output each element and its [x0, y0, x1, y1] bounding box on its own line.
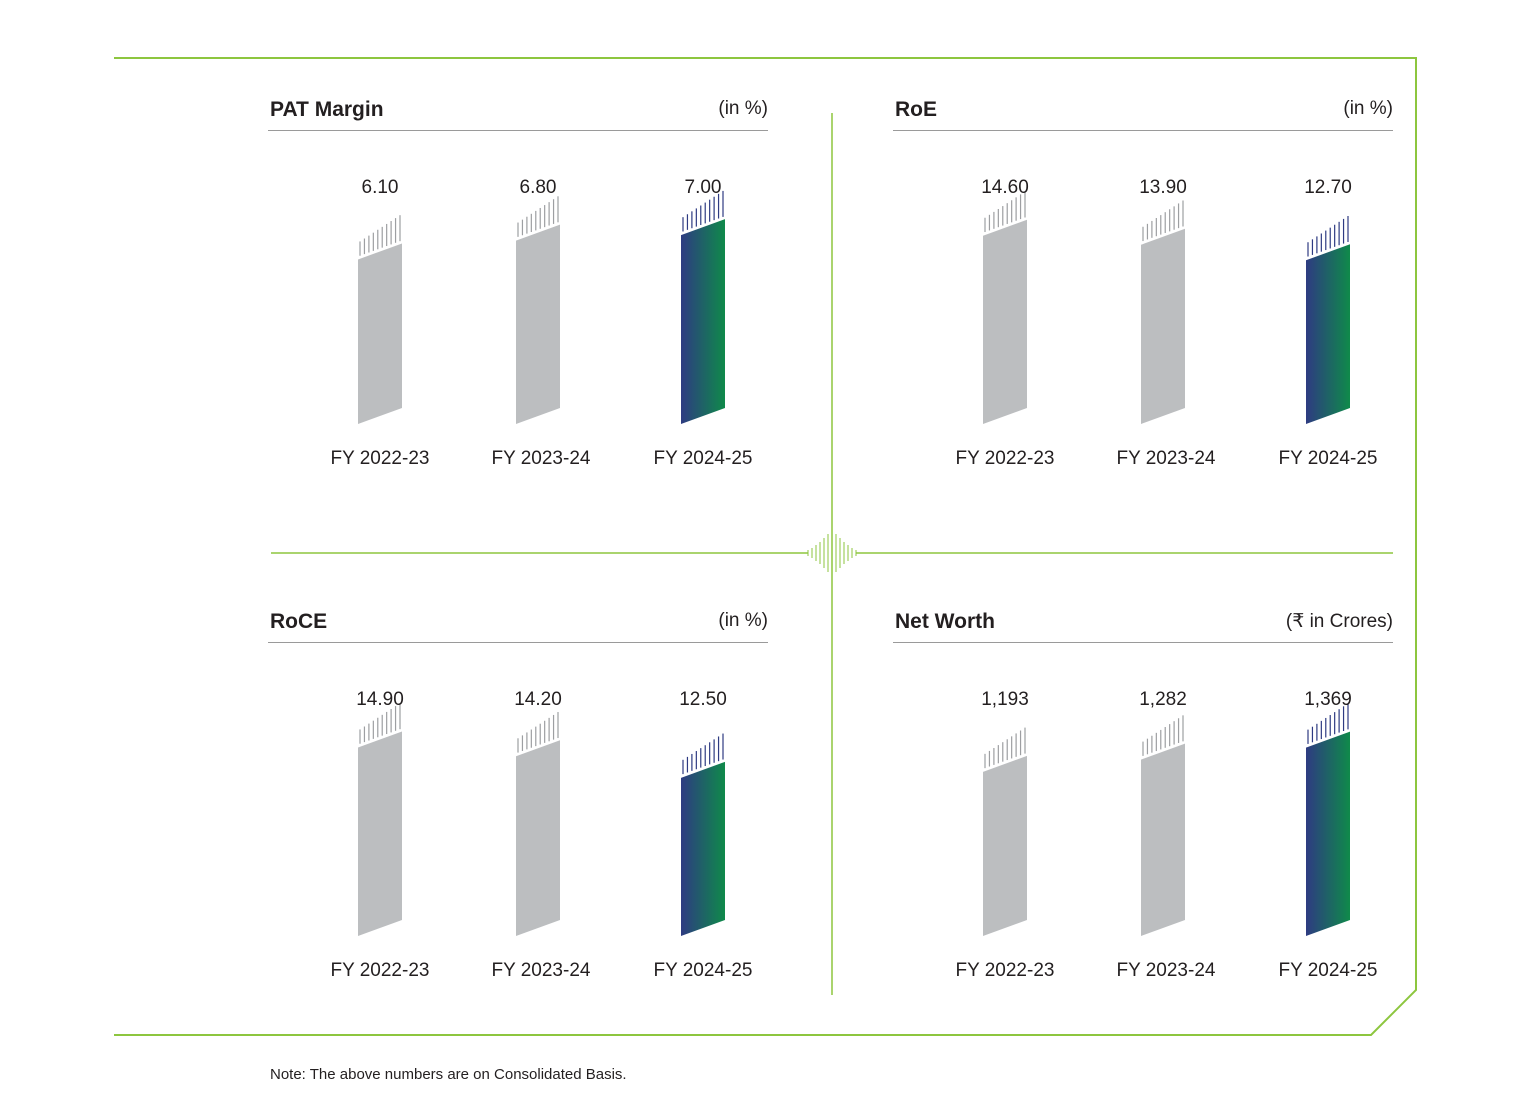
category-label: FY 2024-25: [1279, 960, 1378, 981]
category-label: FY 2022-23: [956, 960, 1055, 981]
category-label: FY 2023-24: [1117, 960, 1216, 981]
category-label: FY 2022-23: [331, 448, 430, 469]
bar: [1141, 743, 1185, 936]
bar: [516, 224, 560, 424]
chart-panel-roe: RoE (in %) 14.60 FY 2022-23 13.90 FY 2023-2…: [893, 96, 1393, 496]
bar-chart-pat-margin: 6.10 FY 2022-23 6.80 FY 2023-24 7.00 FY 2024-…: [331, 177, 753, 469]
bar-chart-net-worth: 1,193 FY 2022-23 1,282 FY 2023-24 1,369 FY 20…: [956, 689, 1378, 981]
bar: [358, 731, 402, 936]
data-label: 6.10: [362, 177, 399, 198]
bar: [1306, 731, 1350, 936]
bar: [983, 219, 1027, 424]
data-label: 14.60: [981, 177, 1029, 198]
center-motif: [807, 530, 857, 576]
chart-unit: (in %): [1343, 98, 1393, 119]
category-label: FY 2022-23: [331, 960, 430, 981]
category-label: FY 2024-25: [654, 960, 753, 981]
chart-panel-net-worth: Net Worth (₹ in Crores) 1,193 FY 2022-23 1…: [893, 608, 1393, 1008]
bar: [681, 761, 725, 936]
category-label: FY 2022-23: [956, 448, 1055, 469]
bar-chart-roe: 14.60 FY 2022-23 13.90 FY 2023-24 12.70 FY 20…: [956, 177, 1378, 469]
chart-title: Net Worth: [895, 610, 995, 633]
bar: [1306, 244, 1350, 424]
category-label: FY 2023-24: [492, 448, 591, 469]
bar: [681, 219, 725, 424]
chart-unit: (in %): [718, 98, 768, 119]
footnote: Note: The above numbers are on Consolida…: [270, 1066, 627, 1083]
bar: [516, 740, 560, 936]
data-label: 12.50: [679, 689, 727, 710]
bar-chart-roce: 14.90 FY 2022-23 14.20 FY 2023-24 12.50 FY 20…: [331, 689, 753, 981]
data-label: 12.70: [1304, 177, 1352, 198]
panel-header: Net Worth (₹ in Crores): [893, 608, 1393, 643]
chart-unit: (in %): [718, 610, 768, 631]
data-label: 1,193: [981, 689, 1029, 710]
panel-header: RoCE (in %): [268, 608, 768, 643]
bar: [358, 243, 402, 424]
data-label: 14.20: [514, 689, 562, 710]
data-label: 7.00: [685, 177, 722, 198]
chart-panel-roce: RoCE (in %) 14.90 FY 2022-23 14.20 FY 2023-…: [268, 608, 768, 1008]
outer-frame-border: [114, 57, 1417, 1036]
panel-header: RoE (in %): [893, 96, 1393, 131]
data-label: 14.90: [356, 689, 404, 710]
category-label: FY 2024-25: [654, 448, 753, 469]
bar: [1141, 228, 1185, 424]
category-label: FY 2023-24: [492, 960, 591, 981]
chart-title: PAT Margin: [270, 98, 384, 121]
chart-panel-pat-margin: PAT Margin (in %) 6.10 FY 2022-23 6.80 FY 2…: [268, 96, 768, 496]
data-label: 1,282: [1139, 689, 1187, 710]
category-label: FY 2023-24: [1117, 448, 1216, 469]
chart-unit: (₹ in Crores): [1285, 611, 1393, 632]
data-label: 1,369: [1304, 689, 1352, 710]
panel-header: PAT Margin (in %): [268, 96, 768, 131]
data-label: 13.90: [1139, 177, 1187, 198]
data-label: 6.80: [520, 177, 557, 198]
chart-title: RoE: [895, 98, 937, 121]
chart-title: RoCE: [270, 610, 328, 633]
category-label: FY 2024-25: [1279, 448, 1378, 469]
bar: [983, 755, 1027, 936]
